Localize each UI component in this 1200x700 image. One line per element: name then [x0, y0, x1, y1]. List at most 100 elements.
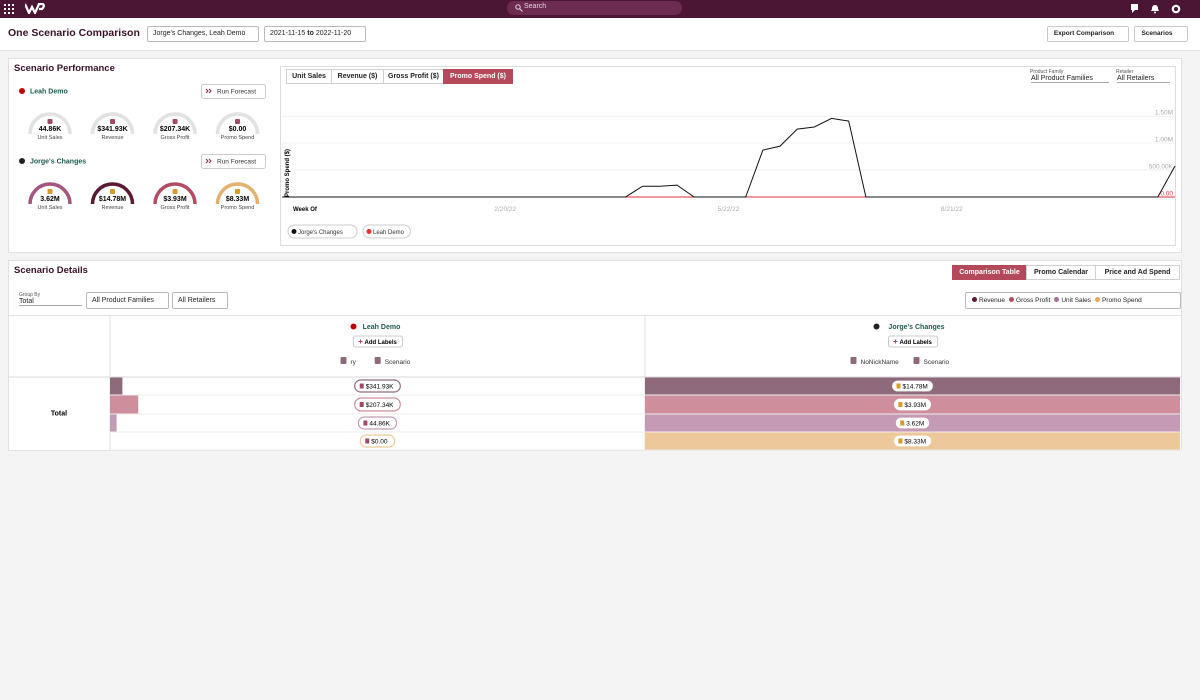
legend-item[interactable]: [362, 224, 411, 239]
value-label: 3.62M: [906, 420, 924, 427]
metric-legend[interactable]: Revenue Gross Profit Unit Sales Promo Spend: [965, 292, 1181, 309]
run-forecast-button[interactable]: [201, 154, 266, 169]
run-forecast-label: Run Forecast: [217, 89, 256, 96]
pill-icon: [898, 438, 903, 444]
gauge-label: Promo Spend: [221, 205, 255, 211]
x-tick-label: 8/21/22: [941, 206, 963, 213]
details-tab[interactable]: Price and Ad Spend: [1095, 265, 1180, 280]
column-name: Leah Demo: [363, 324, 401, 331]
tag-label: NoNickName: [861, 359, 900, 366]
chart-tab[interactable]: Promo Spend ($): [443, 69, 513, 84]
product-family-select[interactable]: All Product Families: [1031, 75, 1109, 83]
chart-tab[interactable]: Unit Sales: [286, 69, 332, 84]
add-labels-label: Add Labels: [365, 340, 398, 346]
pill-icon: [363, 420, 368, 426]
logo[interactable]: [25, 3, 45, 14]
group-by-select[interactable]: Total: [19, 298, 82, 306]
scenario-dot: [19, 158, 25, 164]
product-family-label: Product Family: [1030, 69, 1064, 75]
forecast-icon: [205, 88, 212, 94]
gauge-icon: [110, 119, 115, 124]
gauge-label: Gross Profit: [160, 135, 190, 141]
details-tab[interactable]: Comparison Table: [952, 265, 1027, 280]
details-tab[interactable]: Promo Calendar: [1026, 265, 1096, 280]
tag-icon: [850, 357, 857, 364]
value-label: $8.33M: [904, 438, 926, 445]
pill-icon: [359, 402, 364, 407]
forecast-icon: [205, 158, 212, 164]
legend-label: Revenue: [979, 297, 1006, 304]
legend-dot: [1054, 297, 1060, 302]
tag-icon: [340, 357, 347, 364]
gauge-label: Revenue: [101, 135, 123, 141]
scenario-select[interactable]: Jorge's Changes, Leah Demo: [147, 26, 259, 42]
column-name: Jorge's Changes: [888, 324, 944, 331]
plus-icon: [893, 339, 898, 344]
gauge-icon: [235, 119, 240, 124]
legend-dot: [1009, 297, 1015, 302]
value-pill: [894, 416, 931, 430]
series-line: [282, 117, 1176, 198]
x-tick-label: 5/22/22: [718, 206, 740, 213]
gauge-icon: [47, 189, 53, 194]
x-tick-label: 2/20/22: [494, 206, 516, 213]
gauge-value: $0.00: [229, 126, 247, 133]
y-tick-label: 1.00M: [1155, 137, 1173, 144]
product-families-select[interactable]: All Product Families: [86, 292, 169, 309]
date-range[interactable]: 2021-11-15 to 2022-11-20: [264, 26, 366, 42]
pill-icon: [898, 402, 903, 407]
comparison-table: Leah Demo Add Labels ry Scenario Jorge's Cha…: [8, 315, 1182, 451]
gauge-arc: [90, 182, 135, 205]
chart-tab[interactable]: Gross Profit ($): [383, 69, 444, 84]
gauge-value: $341.93K: [97, 126, 127, 133]
legend-item[interactable]: [287, 224, 358, 239]
scenarios-label: Scenarios: [1141, 30, 1173, 37]
export-label: Export Comparison: [1053, 30, 1115, 37]
value-label: $14.78M: [903, 383, 928, 390]
retailer-select[interactable]: All Retailers: [1117, 75, 1170, 83]
search-box[interactable]: Search: [507, 1, 682, 15]
tag-label: Scenario: [385, 359, 411, 366]
add-labels-button[interactable]: [353, 335, 403, 348]
date-to: 2022-11-20: [315, 30, 352, 37]
scenario-name: Jorge's Changes: [30, 159, 86, 166]
gauge-arc: [153, 182, 197, 205]
column-dot: [350, 323, 357, 330]
gauge-arc: [28, 182, 72, 205]
run-forecast-label: Run Forecast: [217, 159, 256, 166]
scenario-name: Leah Demo: [30, 89, 68, 96]
add-labels-button[interactable]: [888, 335, 938, 348]
gauge-icon: [47, 119, 53, 124]
gauge-arc: [215, 112, 260, 135]
retailer-label: Retailer: [1116, 69, 1134, 75]
y-tick-label: 0.00: [1160, 191, 1173, 198]
apps-icon[interactable]: [4, 4, 14, 14]
value-label: $0.00: [371, 438, 388, 445]
legend-swatch: [366, 229, 372, 234]
value-pill: [892, 434, 933, 448]
gauge-icon: [110, 189, 115, 194]
row-label: Total: [51, 411, 67, 418]
pill-icon: [896, 383, 901, 389]
legend-label: Leah Demo: [373, 230, 405, 236]
value-pill: [354, 379, 401, 393]
value-pill: [359, 434, 396, 448]
search-icon: [515, 4, 523, 12]
legend-label: Gross Profit: [1016, 297, 1051, 304]
tag-label: ry: [351, 359, 357, 366]
nav-icons[interactable]: [1130, 4, 1194, 14]
gauge-icon: [172, 189, 178, 194]
run-forecast-button[interactable]: [201, 84, 266, 99]
gauge-label: Unit Sales: [37, 205, 62, 211]
export-button[interactable]: Export Comparison: [1047, 26, 1129, 42]
plus-icon: [358, 339, 363, 344]
legend-label: Jorge's Changes: [298, 230, 343, 236]
gauge-icon: [235, 189, 240, 194]
retailers-select[interactable]: All Retailers: [172, 292, 228, 309]
value-pill: [892, 397, 933, 412]
scenarios-button[interactable]: Scenarios: [1134, 26, 1188, 42]
column-dot: [873, 323, 880, 330]
gauge-arc: [90, 112, 135, 135]
comparison-bar: [110, 414, 117, 432]
